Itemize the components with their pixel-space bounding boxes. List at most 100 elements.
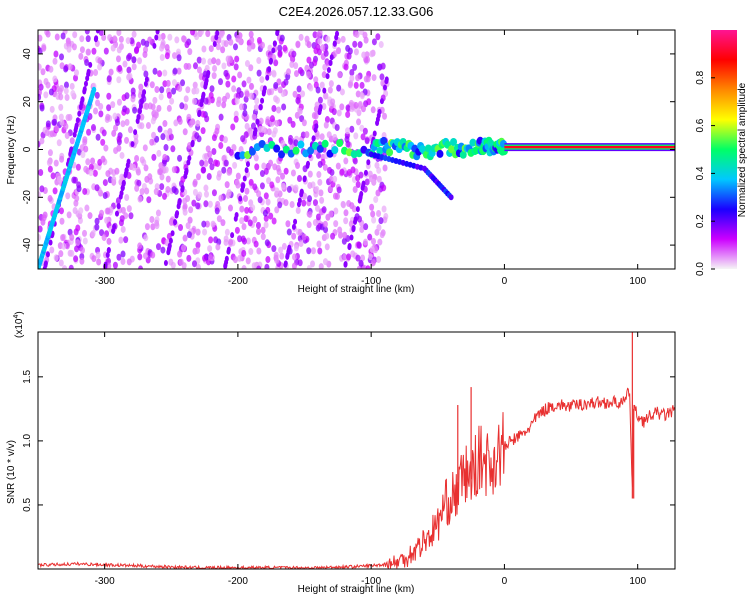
spectrogram-noise-dot [211,134,217,142]
spectrogram-streak-dot [242,175,247,182]
spectrogram-noise-dot [79,257,85,265]
spectrogram-noise-dot [53,50,59,58]
spectrogram-noise-dot [371,178,377,186]
spectrogram-noise-dot [115,55,121,63]
spectrogram-noise-dot [336,109,342,117]
spectrogram-noise-dot [260,226,266,234]
snr-scale-label: (x104) [13,311,25,338]
spectrogram-noise-dot [336,186,342,194]
spectrogram-noise-dot [345,44,351,52]
spectrogram-streak-dot [291,223,296,230]
spectrogram-streak-dot [265,74,270,81]
spectrogram-streak-dot [260,97,265,104]
spectrogram-noise-dot [233,63,239,71]
spectrogram-noise-dot [53,254,59,262]
spectrogram-noise-dot [323,49,329,57]
spectrogram-noise-dot [101,129,107,137]
spectrogram-noise-dot [281,103,287,111]
spectrogram-trace-point [282,145,290,154]
spectrogram-noise-dot [256,69,262,77]
spectrogram-noise-dot [124,107,130,115]
spectrogram-noise-dot [290,120,296,128]
snr-ytick-label: 1.5 [22,369,33,383]
spectrogram-noise-dot [228,38,234,46]
spectrogram-noise-dot [337,231,343,239]
spectrogram-trace-point [386,148,394,157]
spectrogram-carrier-line [504,145,675,149]
snr-ytick-label: 0.5 [22,498,33,512]
spectrogram-noise-dot [345,111,351,119]
spectrogram-noise-dot [314,101,320,109]
spectrogram-noise-dot [356,215,362,223]
spectrogram-noise-dot [244,122,250,130]
spectrogram-noise-dot [88,169,94,177]
spectrogram-noise-dot [182,128,188,136]
spectrogram-noise-dot [180,244,186,252]
spectrogram-noise-dot [265,118,271,126]
spectrogram-noise-dot [101,234,107,242]
spectrogram-noise-dot [202,228,208,236]
spectrogram-noise-dot [266,88,272,96]
spectrogram-branch-point [448,194,454,201]
spectrogram-noise-dot [316,171,322,179]
spectrogram-noise-dot [98,110,104,118]
spectrogram-streak-dot [326,67,331,74]
colorbar-axes: 0.0 0.2 0.4 0.6 0.8 [695,70,715,276]
colorbar: 0.0 0.2 0.4 0.6 0.8 Normalized spectral ampl… [695,30,748,276]
spectrogram-noise-dot [216,96,222,104]
spectrogram-trace-point [248,147,256,156]
spectrogram-noise-dot [136,179,142,187]
spectrogram-noise-dot [332,192,338,200]
spectrogram-noise-dot [279,34,285,42]
spectrogram-streak-dot [123,172,128,179]
spectrogram-noise-dot [283,167,289,175]
spectrogram-noise-dot [138,265,144,269]
spectrogram-noise-dot [354,31,360,39]
spectrogram-trace-point [258,139,266,148]
spectrogram-noise-dot [246,44,252,52]
spectrogram-noise-dot [78,52,84,60]
spectrogram-noise-dot [52,57,58,65]
snr-xtick-label: 100 [629,576,646,587]
spectrogram-noise-dot [106,75,112,83]
spectrogram-noise-dot [306,247,312,255]
spectrogram-noise-dot [374,161,380,169]
spectrogram-noise-dot [116,46,122,54]
spectrogram-streak-dot [296,201,301,208]
spectrogram-noise-dot [342,253,348,261]
spectrogram-noise-dot [69,82,75,90]
spectrogram-noise-dot [166,91,172,99]
spectrogram-noise-dot [254,97,260,105]
spectrogram-noise-dot [259,170,265,178]
spectrogram-noise-dot [370,106,376,114]
spectrogram-noise-dot [314,185,320,193]
spectrogram-noise-dot [248,30,254,38]
spectrogram-noise-dot [195,119,201,127]
spectrogram-noise-dot [139,113,145,121]
spectrogram-noise-dot [49,130,55,138]
spectrogram-noise-dot [111,176,117,184]
spectrogram-noise-dot [318,189,324,197]
spectrogram-noise-dot [123,236,129,244]
spectrogram-noise-dot [143,234,149,242]
spectrogram-noise-dot [320,44,326,52]
spectrogram-streak-dot [357,197,362,204]
spectrogram-noise-dot [277,201,283,209]
spectrogram-marks [38,30,675,269]
spectrogram-noise-dot [352,40,358,48]
spectrogram-noise-dot [40,68,46,76]
spectrogram-noise-dot [247,219,253,227]
spectrogram-noise-dot [63,81,69,89]
spectrogram-noise-dot [233,110,239,118]
spectrogram-noise-dot [99,229,105,237]
spectrogram-noise-dot [82,187,88,195]
spectrogram-noise-dot [286,185,292,193]
spectrogram-noise-dot [162,153,168,161]
spectrogram-streak-dot [343,261,348,268]
spectrogram-noise-dot [297,107,303,115]
spectrogram-noise-dot [124,136,130,144]
spectrogram-noise-dot [108,68,114,76]
snr-frame [37,331,676,570]
spectrogram-noise-dot [72,176,78,184]
spectrogram-noise-dot [52,187,58,195]
